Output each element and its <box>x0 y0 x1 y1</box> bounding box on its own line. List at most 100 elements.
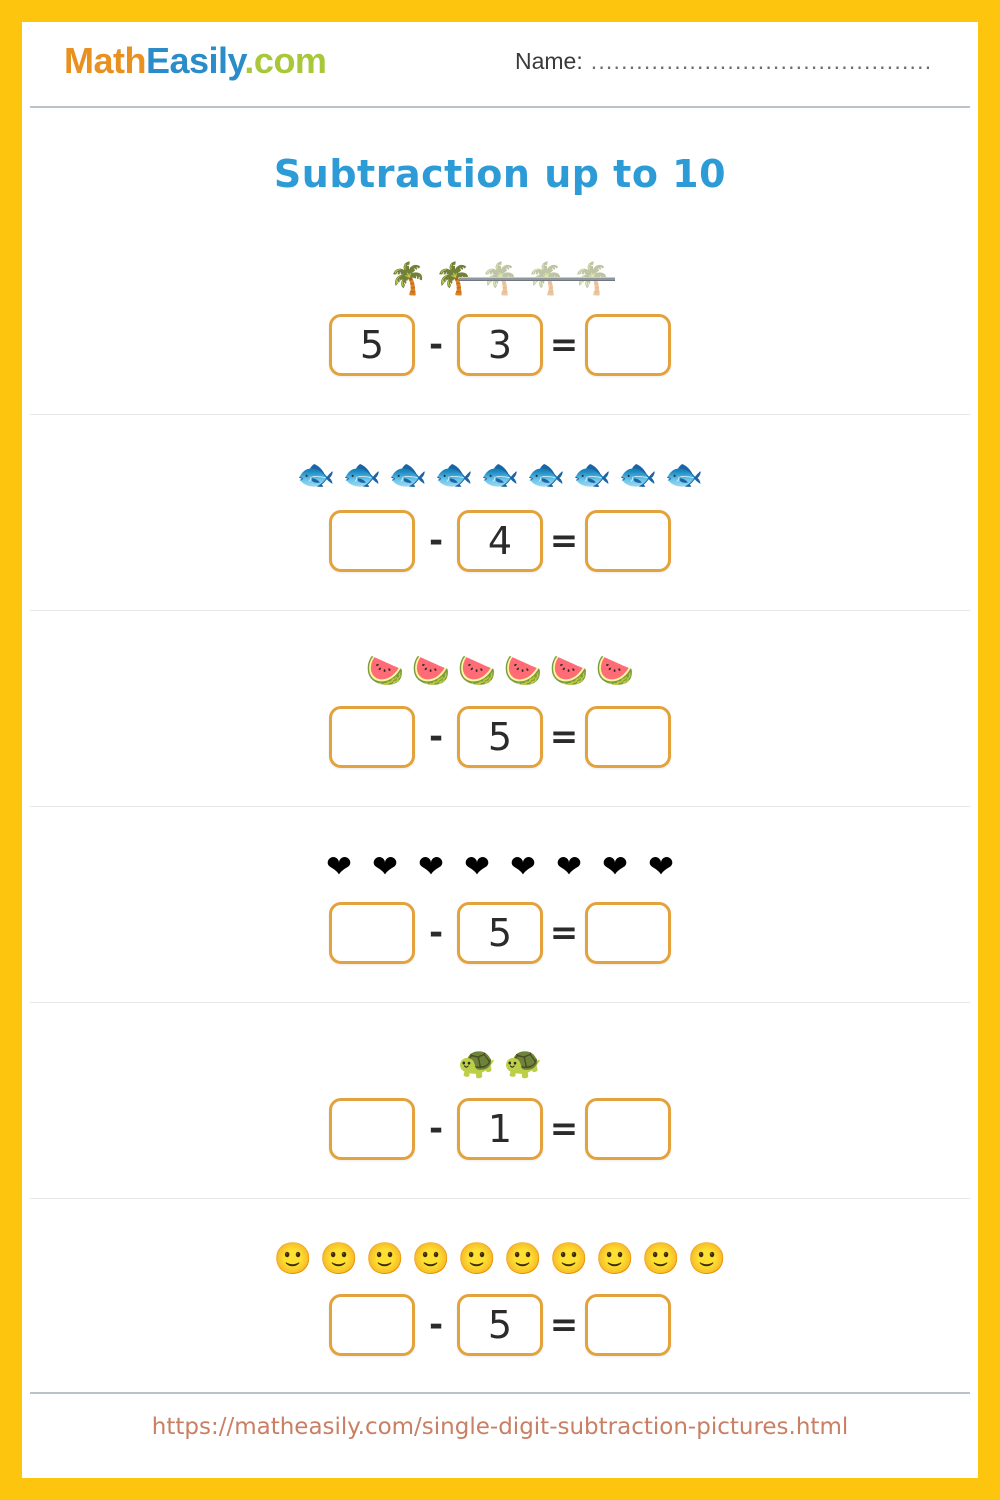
watermelon-icon: 🍉 <box>503 653 543 689</box>
name-field[interactable]: Name: ..................................… <box>515 48 932 75</box>
minus-operator: - <box>428 913 444 953</box>
palm-tree-icon: 🌴 <box>388 261 428 297</box>
equation: -5 = <box>329 706 671 768</box>
palm-tree-icon: 🌴 <box>434 261 474 297</box>
heart-icon: ❤ <box>602 849 628 885</box>
fish-icon: 🐟 <box>526 457 566 493</box>
logo-part-com: .com <box>244 40 327 81</box>
turtle-icon: 🐢 <box>503 1045 543 1081</box>
subtrahend-box[interactable]: 5 <box>457 1294 543 1356</box>
answer-box[interactable] <box>585 1294 671 1356</box>
name-dotted-line[interactable]: ........................................… <box>590 47 933 74</box>
smiley-face-icon: 🙂 <box>365 1241 405 1277</box>
object-group: 🙂 🙂 🙂 🙂 🙂 🙂 🙂 🙂 🙂 🙂 <box>270 1236 730 1282</box>
page-title: Subtraction up to 10 <box>273 152 727 196</box>
header-divider <box>30 106 970 108</box>
fish-icon: 🐟 <box>434 457 474 493</box>
minuend-box[interactable] <box>329 510 415 572</box>
minuend-box[interactable]: 5 <box>329 314 415 376</box>
object-group: 🐟 🐟 🐟 🐟 🐟 🐟 🐟 🐟 🐟 <box>293 452 707 498</box>
watermelon-icon: 🍉 <box>365 653 405 689</box>
problem-row: ❤ ❤ ❤ ❤ ❤ ❤ ❤ ❤ -5 = <box>22 806 978 1002</box>
smiley-face-icon: 🙂 <box>503 1241 543 1277</box>
minus-operator: - <box>428 1305 444 1345</box>
subtrahend-box[interactable]: 1 <box>457 1098 543 1160</box>
answer-box[interactable] <box>585 510 671 572</box>
object-group: 🐢 🐢 <box>454 1040 546 1086</box>
heart-icon: ❤ <box>372 849 398 885</box>
fish-icon: 🐟 <box>388 457 428 493</box>
minus-operator: - <box>428 717 444 757</box>
watermelon-icon: 🍉 <box>457 653 497 689</box>
page-header: MathEasily.com Name: ...................… <box>22 22 978 108</box>
footer-url[interactable]: https://matheasily.com/single-digit-subt… <box>151 1414 849 1440</box>
equation: -5 = <box>329 902 671 964</box>
smiley-face-icon: 🙂 <box>319 1241 359 1277</box>
answer-box[interactable] <box>585 1098 671 1160</box>
logo-part-easily: Easily <box>146 40 245 81</box>
turtle-icon: 🐢 <box>457 1045 497 1081</box>
equation: 5-3 = <box>329 314 671 376</box>
equation: -5 = <box>329 1294 671 1356</box>
minuend-box[interactable] <box>329 706 415 768</box>
answer-box[interactable] <box>585 314 671 376</box>
logo-part-math: Math <box>64 40 147 81</box>
equation: -4 = <box>329 510 671 572</box>
equals-operator: = <box>549 521 579 561</box>
problem-row: 🌴 🌴 🌴 🌴 🌴 5-3 = <box>22 218 978 414</box>
object-group: 🍉 🍉 🍉 🍉 🍉 🍉 <box>362 648 638 694</box>
equals-operator: = <box>549 1109 579 1149</box>
problem-row: 🙂 🙂 🙂 🙂 🙂 🙂 🙂 🙂 🙂 🙂 -5 = <box>22 1198 978 1394</box>
heart-icon: ❤ <box>418 849 444 885</box>
equation: -1 = <box>329 1098 671 1160</box>
fish-icon: 🐟 <box>572 457 612 493</box>
smiley-face-icon: 🙂 <box>641 1241 681 1277</box>
smiley-face-icon: 🙂 <box>549 1241 589 1277</box>
subtrahend-box[interactable]: 5 <box>457 706 543 768</box>
answer-box[interactable] <box>585 706 671 768</box>
minus-operator: - <box>428 521 444 561</box>
problem-row: 🍉 🍉 🍉 🍉 🍉 🍉 -5 = <box>22 610 978 806</box>
equals-operator: = <box>549 1305 579 1345</box>
watermelon-icon: 🍉 <box>411 653 451 689</box>
palm-tree-icon: 🌴 <box>526 261 566 297</box>
heart-icon: ❤ <box>648 849 674 885</box>
answer-box[interactable] <box>585 902 671 964</box>
worksheet-page: MathEasily.com Name: ...................… <box>22 22 978 1478</box>
smiley-face-icon: 🙂 <box>273 1241 313 1277</box>
name-label: Name: <box>515 47 583 74</box>
fish-icon: 🐟 <box>342 457 382 493</box>
problem-row: 🐢 🐢 -1 = <box>22 1002 978 1198</box>
equals-operator: = <box>549 325 579 365</box>
fish-icon: 🐟 <box>296 457 336 493</box>
smiley-face-icon: 🙂 <box>457 1241 497 1277</box>
smiley-face-icon: 🙂 <box>595 1241 635 1277</box>
subtrahend-box[interactable]: 3 <box>457 314 543 376</box>
problem-row: 🐟 🐟 🐟 🐟 🐟 🐟 🐟 🐟 🐟 -4 = <box>22 414 978 610</box>
heart-icon: ❤ <box>556 849 582 885</box>
minus-operator: - <box>428 325 444 365</box>
watermelon-icon: 🍉 <box>595 653 635 689</box>
minuend-box[interactable] <box>329 1294 415 1356</box>
heart-icon: ❤ <box>510 849 536 885</box>
heart-icon: ❤ <box>326 849 352 885</box>
minuend-box[interactable] <box>329 902 415 964</box>
fish-icon: 🐟 <box>664 457 704 493</box>
object-group: ❤ ❤ ❤ ❤ ❤ ❤ ❤ ❤ <box>316 844 684 890</box>
fish-icon: 🐟 <box>480 457 520 493</box>
palm-tree-icon: 🌴 <box>480 261 520 297</box>
smiley-face-icon: 🙂 <box>411 1241 451 1277</box>
footer-divider <box>30 1392 970 1394</box>
subtrahend-box[interactable]: 5 <box>457 902 543 964</box>
minuend-box[interactable] <box>329 1098 415 1160</box>
equals-operator: = <box>549 913 579 953</box>
equals-operator: = <box>549 717 579 757</box>
subtrahend-box[interactable]: 4 <box>457 510 543 572</box>
page-footer: https://matheasily.com/single-digit-subt… <box>22 1392 978 1440</box>
problems-list: 🌴 🌴 🌴 🌴 🌴 5-3 = 🐟 🐟 🐟 🐟 🐟 🐟 🐟 🐟 🐟 -4 = 🍉 🍉 🍉 🍉 🍉 🍉 -5 = ❤ ❤ ❤ ❤ ❤ ❤ ❤ ❤ -5… <box>22 218 978 1394</box>
fish-icon: 🐟 <box>618 457 658 493</box>
heart-icon: ❤ <box>464 849 490 885</box>
site-logo[interactable]: MathEasily.com <box>64 40 327 82</box>
minus-operator: - <box>428 1109 444 1149</box>
watermelon-icon: 🍉 <box>549 653 589 689</box>
